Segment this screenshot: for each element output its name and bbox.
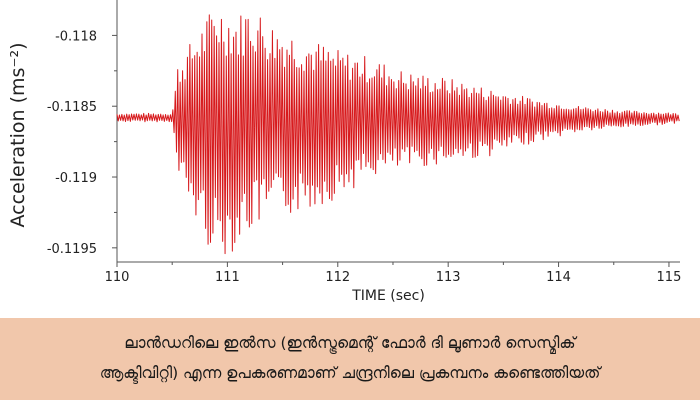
x-tick-label: 115	[657, 270, 682, 285]
caption-banner: ലാൻഡറിലെ ഇൽസ (ഇൻസ്ട്രമെന്റ് ഫോർ ദി ലൂണാർ…	[0, 318, 700, 400]
y-tick-label: -0.119	[55, 171, 97, 186]
signal-line	[116, 14, 680, 255]
y-tick-label: -0.118	[55, 29, 97, 44]
caption-line-2: ആക്ടിവിറ്റി) എന്ന ഉപകരണമാണ് ചന്ദ്രനിലെ പ…	[99, 364, 601, 382]
caption-line-1: ലാൻഡറിലെ ഇൽസ (ഇൻസ്ട്രമെന്റ് ഫോർ ദി ലൂണാർ…	[124, 334, 576, 352]
chart-svg: 110 111 112 113 114 115 -0.118 -0.1185 -0.119 -0.…	[7, 0, 682, 304]
x-axis-title: TIME (sec)	[351, 288, 425, 304]
x-tick-label: 110	[105, 270, 130, 285]
y-tick-label: -0.1195	[47, 242, 97, 257]
x-tick-label: 114	[546, 270, 571, 285]
x-tick-label: 111	[215, 270, 240, 285]
y-axis-title: Acceleration (ms⁻²)	[7, 43, 29, 228]
x-tick-label: 113	[436, 270, 461, 285]
seismic-chart: 110 111 112 113 114 115 -0.118 -0.1185 -0.119 -0.…	[7, 0, 682, 304]
y-tick-label: -0.1185	[47, 100, 97, 115]
x-tick-label: 112	[325, 270, 350, 285]
